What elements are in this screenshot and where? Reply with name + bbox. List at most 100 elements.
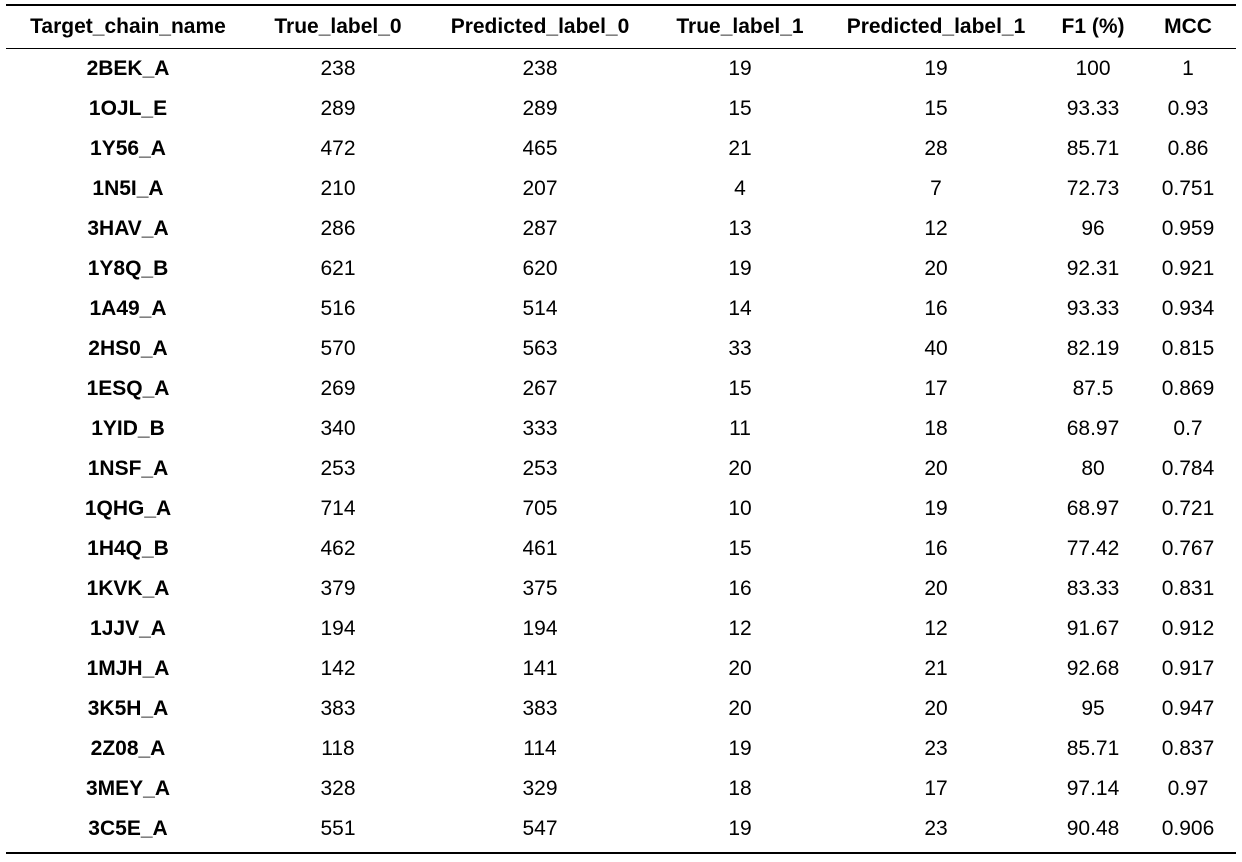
f1-cell: 97.14	[1066, 777, 1120, 800]
target-chain-name-cell: 1H4Q_B	[87, 537, 169, 560]
mcc-cell: 0.86	[1167, 137, 1209, 160]
predicted-label-0-cell: 547	[522, 817, 558, 840]
target-chain-name-cell: 1A49_A	[89, 297, 167, 320]
table-row: 1Y56_A 472 465 21 28 85.71 0.86	[6, 129, 1236, 169]
f1-cell: 85.71	[1066, 137, 1120, 160]
predicted-label-1-cell: 7	[930, 177, 942, 200]
header-true-label-1: True_label_1	[676, 15, 804, 38]
table-row: 1ESQ_A 269 267 15 17 87.5 0.869	[6, 369, 1236, 409]
true-label-1-cell: 12	[728, 617, 752, 640]
table-header-row: Target_chain_name True_label_0 Predicted…	[6, 7, 1236, 47]
predicted-label-0-cell: 194	[522, 617, 558, 640]
true-label-1-cell: 15	[728, 97, 752, 120]
predicted-label-1-cell: 17	[924, 377, 948, 400]
f1-cell: 82.19	[1066, 337, 1120, 360]
f1-cell: 72.73	[1066, 177, 1120, 200]
table-row: 1MJH_A 142 141 20 21 92.68 0.917	[6, 649, 1236, 689]
header-target-chain-name: Target_chain_name	[30, 15, 226, 38]
mcc-cell: 0.921	[1161, 257, 1215, 280]
mcc-cell: 0.97	[1167, 777, 1209, 800]
predicted-label-1-cell: 21	[924, 657, 948, 680]
target-chain-name-cell: 1MJH_A	[86, 657, 170, 680]
f1-cell: 80	[1081, 457, 1105, 480]
table-row: 1KVK_A 379 375 16 20 83.33 0.831	[6, 569, 1236, 609]
mcc-cell: 0.869	[1161, 377, 1215, 400]
true-label-0-cell: 118	[321, 737, 355, 760]
true-label-0-cell: 516	[320, 297, 356, 320]
predicted-label-1-cell: 23	[924, 817, 948, 840]
f1-cell: 87.5	[1072, 377, 1114, 400]
mcc-cell: 0.906	[1161, 817, 1215, 840]
predicted-label-1-cell: 23	[924, 737, 948, 760]
table-row: 3MEY_A 328 329 18 17 97.14 0.97	[6, 769, 1236, 809]
true-label-1-cell: 14	[728, 297, 752, 320]
predicted-label-1-cell: 40	[924, 337, 948, 360]
mcc-cell: 0.831	[1161, 577, 1215, 600]
target-chain-name-cell: 1JJV_A	[90, 617, 166, 640]
true-label-0-cell: 340	[320, 417, 356, 440]
mcc-cell: 0.815	[1161, 337, 1215, 360]
true-label-1-cell: 18	[728, 777, 752, 800]
true-label-0-cell: 328	[320, 777, 356, 800]
mcc-cell: 0.837	[1161, 737, 1215, 760]
f1-cell: 68.97	[1066, 417, 1120, 440]
table-row: 3HAV_A 286 287 13 12 96 0.959	[6, 209, 1236, 249]
f1-cell: 77.42	[1066, 537, 1120, 560]
true-label-1-cell: 19	[728, 57, 752, 80]
predicted-label-0-cell: 383	[522, 697, 558, 720]
true-label-0-cell: 238	[320, 57, 356, 80]
true-label-1-cell: 21	[728, 137, 752, 160]
true-label-0-cell: 462	[320, 537, 356, 560]
predicted-label-1-cell: 17	[924, 777, 948, 800]
true-label-1-cell: 11	[729, 417, 751, 440]
target-chain-name-cell: 1OJL_E	[88, 97, 168, 120]
table-row: 1Y8Q_B 621 620 19 20 92.31 0.921	[6, 249, 1236, 289]
predicted-label-0-cell: 289	[522, 97, 558, 120]
header-predicted-label-0: Predicted_label_0	[450, 15, 630, 38]
table-row: 1JJV_A 194 194 12 12 91.67 0.912	[6, 609, 1236, 649]
mcc-cell: 0.912	[1161, 617, 1215, 640]
table-row: 2HS0_A 570 563 33 40 82.19 0.815	[6, 329, 1236, 369]
predicted-label-1-cell: 20	[924, 697, 948, 720]
target-chain-name-cell: 1ESQ_A	[86, 377, 170, 400]
table-bottom-rule	[6, 852, 1236, 854]
true-label-1-cell: 15	[728, 377, 752, 400]
true-label-0-cell: 472	[320, 137, 356, 160]
target-chain-name-cell: 2HS0_A	[88, 337, 168, 360]
table-row: 3K5H_A 383 383 20 20 95 0.947	[6, 689, 1236, 729]
f1-cell: 68.97	[1066, 497, 1120, 520]
mcc-cell: 1	[1182, 57, 1194, 80]
table-row: 1A49_A 516 514 14 16 93.33 0.934	[6, 289, 1236, 329]
predicted-label-0-cell: 267	[522, 377, 558, 400]
true-label-0-cell: 269	[320, 377, 356, 400]
true-label-1-cell: 33	[728, 337, 752, 360]
mcc-cell: 0.7	[1173, 417, 1203, 440]
table-row: 1H4Q_B 462 461 15 16 77.42 0.767	[6, 529, 1236, 569]
true-label-1-cell: 13	[728, 217, 752, 240]
mcc-cell: 0.751	[1161, 177, 1215, 200]
mcc-cell: 0.917	[1161, 657, 1215, 680]
true-label-1-cell: 20	[728, 457, 752, 480]
predicted-label-0-cell: 461	[522, 537, 558, 560]
target-chain-name-cell: 3MEY_A	[85, 777, 171, 800]
predicted-label-0-cell: 563	[522, 337, 558, 360]
true-label-0-cell: 551	[320, 817, 356, 840]
f1-cell: 90.48	[1066, 817, 1120, 840]
target-chain-name-cell: 1KVK_A	[86, 577, 170, 600]
true-label-0-cell: 379	[320, 577, 356, 600]
table-row: 2Z08_A 118 114 19 23 85.71 0.837	[6, 729, 1236, 769]
table-row: 1QHG_A 714 705 10 19 68.97 0.721	[6, 489, 1236, 529]
table-top-rule	[6, 4, 1236, 6]
predicted-label-1-cell: 16	[924, 297, 948, 320]
header-true-label-0: True_label_0	[274, 15, 402, 38]
true-label-1-cell: 19	[728, 257, 752, 280]
header-mcc: MCC	[1164, 15, 1212, 38]
true-label-0-cell: 621	[320, 257, 356, 280]
target-chain-name-cell: 1QHG_A	[84, 497, 172, 520]
true-label-0-cell: 570	[320, 337, 356, 360]
true-label-0-cell: 194	[320, 617, 356, 640]
f1-cell: 85.71	[1066, 737, 1120, 760]
table-header-rule	[6, 48, 1236, 49]
predicted-label-0-cell: 114	[523, 737, 557, 760]
predicted-label-1-cell: 15	[924, 97, 948, 120]
